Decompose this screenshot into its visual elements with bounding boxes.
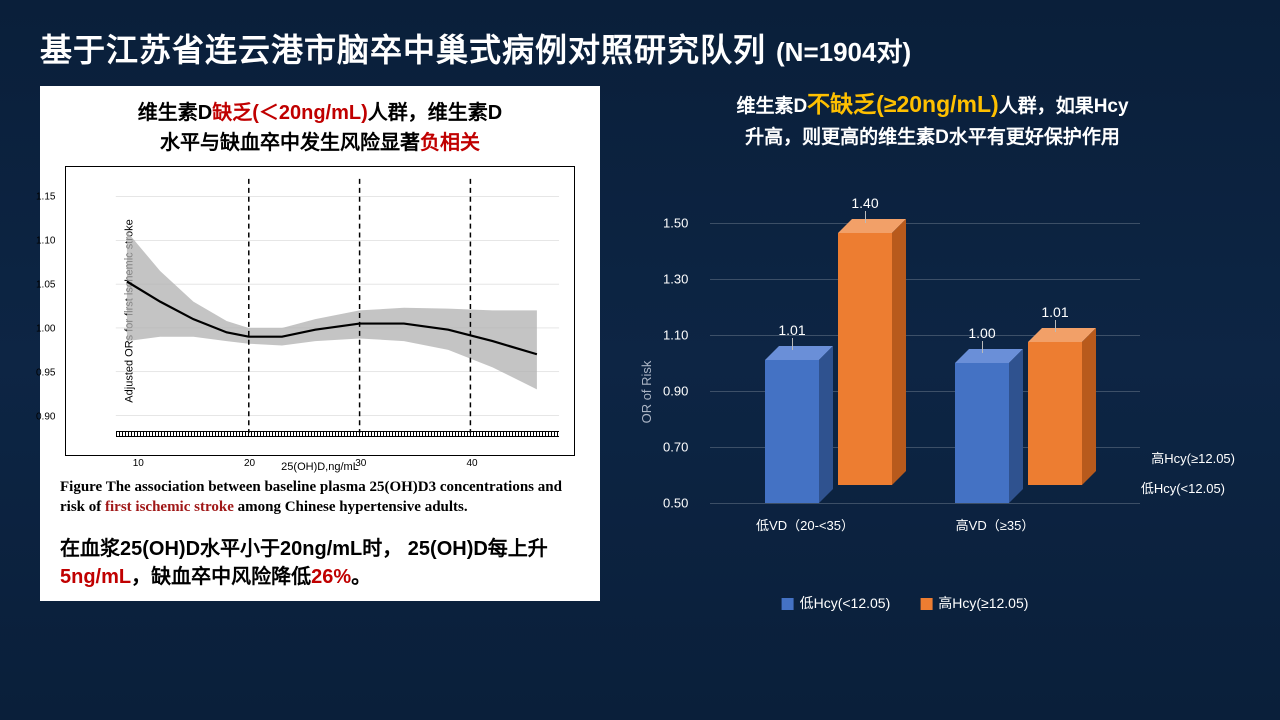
bar3d-bar: 1.00: [955, 363, 1009, 503]
depth-label-high: 高Hcy(≥12.05): [1151, 448, 1235, 467]
bar3d-legend: 低Hcy(<12.05) 高Hcy(≥12.05): [782, 593, 1029, 613]
bar3d-ytick: 0.90: [663, 384, 688, 399]
spline-xtick: 10: [133, 458, 144, 469]
spline-chart: Adjusted ORs for first ischemic stroke 2…: [65, 166, 575, 456]
spline-xlabel: 25(OH)D,ng/mL: [281, 461, 359, 473]
spline-ytick: 1.15: [36, 191, 55, 202]
spline-xtick: 40: [466, 458, 477, 469]
slide-title: 基于江苏省连云港市脑卒中巢式病例对照研究队列 (N=1904对): [0, 0, 1280, 86]
left-header: 维生素D缺乏(＜20ng/mL)人群，维生素D 水平与缺血卒中发生风险显著负相关: [60, 98, 580, 158]
spline-ytick: 0.95: [36, 368, 55, 379]
left-panel: 维生素D缺乏(＜20ng/mL)人群，维生素D 水平与缺血卒中发生风险显著负相关…: [40, 86, 600, 601]
rugplot: [116, 431, 559, 437]
bar3d-ytick: 0.50: [663, 496, 688, 511]
figure-caption: Figure The association between baseline …: [60, 478, 580, 517]
legend-item-low: 低Hcy(<12.05): [782, 593, 891, 613]
spline-ytick: 1.00: [36, 324, 55, 335]
bar3d-bar: 1.40: [838, 233, 892, 485]
bar3d-ytick: 0.70: [663, 440, 688, 455]
spline-xtick: 30: [355, 458, 366, 469]
bar3d-ytick: 1.50: [663, 216, 688, 231]
bar3d-xlabel: 低VD（20-<35）: [756, 515, 854, 534]
title-main: 基于江苏省连云港市脑卒中巢式病例对照研究队列: [40, 25, 766, 71]
bar3d-bar: 1.01: [765, 360, 819, 503]
right-panel: 维生素D不缺乏(≥20ng/mL)人群，如果Hcy 升高，则更高的维生素D水平有…: [625, 86, 1240, 601]
left-conclusion: 在血浆25(OH)D水平小于20ng/mL时， 25(OH)D每上升5ng/mL…: [60, 535, 580, 591]
bar3d-xlabel: 高VD（≥35）: [956, 515, 1035, 534]
bar3d-bar: 1.01: [1028, 342, 1082, 485]
right-header: 维生素D不缺乏(≥20ng/mL)人群，如果Hcy 升高，则更高的维生素D水平有…: [625, 86, 1240, 153]
spline-ytick: 0.90: [36, 412, 55, 423]
spline-ytick: 1.05: [36, 279, 55, 290]
title-sub: (N=1904对): [776, 32, 911, 69]
legend-item-high: 高Hcy(≥12.05): [920, 593, 1028, 613]
bar3d-ytick: 1.30: [663, 272, 688, 287]
bar3d-chart: OR of Risk 1.401.011.011.00 低Hcy(<12.05)…: [625, 183, 1185, 563]
bar3d-ytick: 1.10: [663, 328, 688, 343]
bar3d-ylabel: OR of Risk: [639, 361, 654, 424]
spline-svg: [66, 167, 574, 455]
bar3d-stage: 1.40 1.01 1.01 1.00: [710, 223, 1140, 503]
spline-ytick: 1.10: [36, 235, 55, 246]
spline-xtick: 20: [244, 458, 255, 469]
depth-label-low: 低Hcy(<12.05): [1141, 478, 1225, 497]
